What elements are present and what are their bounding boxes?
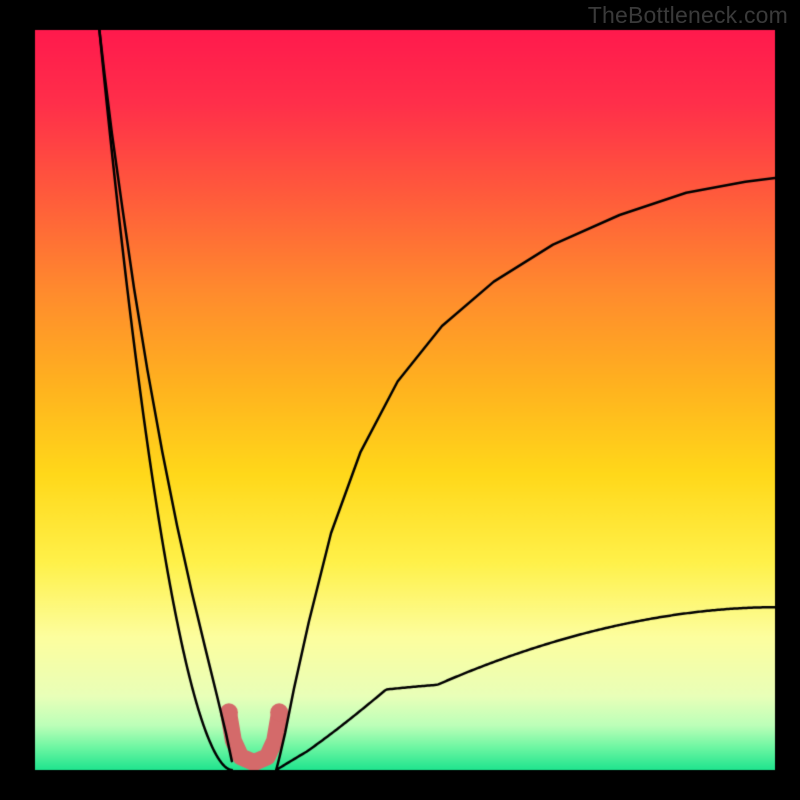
bottleneck-curve-chart xyxy=(0,0,800,800)
watermark-label: TheBottleneck.com xyxy=(588,2,788,29)
